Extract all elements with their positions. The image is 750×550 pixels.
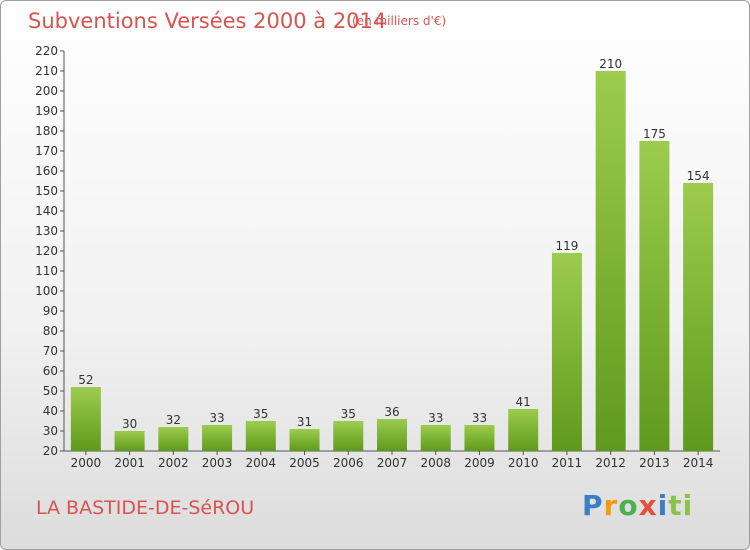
bar (114, 431, 145, 451)
brand-letter: P (582, 489, 604, 522)
bar (245, 421, 276, 451)
y-tick-label: 130 (35, 224, 58, 238)
data-label: 119 (555, 239, 578, 253)
x-tick-label: 2006 (333, 456, 364, 470)
y-tick-label: 20 (43, 444, 58, 458)
data-label: 41 (516, 395, 531, 409)
bar (464, 425, 495, 451)
y-tick-label: 40 (43, 404, 58, 418)
data-label: 32 (166, 413, 181, 427)
x-tick-label: 2002 (158, 456, 189, 470)
x-tick-label: 2010 (508, 456, 539, 470)
bar (595, 71, 626, 451)
brand-letter: x (638, 489, 658, 522)
chart-subtitle: (en milliers d'€) (352, 14, 447, 28)
y-tick-label: 200 (35, 84, 58, 98)
y-tick-label: 90 (43, 304, 58, 318)
x-tick-label: 2013 (639, 456, 670, 470)
y-tick-label: 150 (35, 184, 58, 198)
y-tick-label: 30 (43, 424, 58, 438)
bar (551, 253, 582, 451)
bar (377, 419, 407, 451)
data-label: 154 (687, 169, 710, 183)
data-label: 52 (78, 373, 93, 387)
brand-letter: ti (668, 489, 694, 522)
x-tick-label: 2004 (246, 456, 277, 470)
brand-letter: r (603, 489, 619, 522)
brand-letter: i (657, 489, 669, 522)
y-tick-label: 140 (35, 204, 58, 218)
data-label: 31 (297, 415, 312, 429)
y-tick-label: 210 (35, 64, 58, 78)
bar (639, 141, 670, 451)
chart-axes: 20 30 40 50 60 70 80 90 100 110 120 130 140 150 160 170… (35, 44, 720, 458)
brand-logo: Proxiti (582, 489, 693, 522)
data-label: 30 (122, 417, 137, 431)
y-tick-label: 100 (35, 284, 58, 298)
bar (420, 425, 451, 451)
bar (70, 387, 101, 451)
bar (289, 429, 320, 451)
y-tick-label: 80 (43, 324, 58, 338)
data-label: 35 (341, 407, 356, 421)
x-tick-label: 2000 (71, 456, 102, 470)
data-label: 33 (428, 411, 443, 425)
x-tick-label: 2005 (289, 456, 320, 470)
data-label: 175 (643, 127, 666, 141)
bar (683, 183, 714, 451)
y-tick-label: 60 (43, 364, 58, 378)
x-tick-label: 2011 (552, 456, 583, 470)
bar (508, 409, 539, 451)
x-tick-label: 2012 (595, 456, 626, 470)
x-tick-label: 2008 (420, 456, 451, 470)
y-tick-label: 180 (35, 124, 58, 138)
y-tick-label: 120 (35, 244, 58, 258)
bar (333, 421, 364, 451)
bar (158, 427, 189, 451)
data-label: 33 (209, 411, 224, 425)
data-label: 33 (472, 411, 487, 425)
y-tick-label: 50 (43, 384, 58, 398)
y-tick-label: 110 (35, 264, 58, 278)
x-tick-label: 2014 (683, 456, 714, 470)
data-label: 35 (253, 407, 268, 421)
data-label: 210 (599, 57, 622, 71)
location-label: LA BASTIDE-DE-SéROU (36, 497, 255, 519)
x-tick-label: 2009 (464, 456, 495, 470)
y-tick-label: 170 (35, 144, 58, 158)
chart-title: Subventions Versées 2000 à 2014 (28, 9, 387, 33)
y-tick-label: 160 (35, 164, 58, 178)
bar (202, 425, 233, 451)
y-tick-label: 220 (35, 44, 58, 58)
x-tick-label: 2001 (114, 456, 145, 470)
chart-bars: 2000 52 2001 30 2002 32 2003 33 2004 35 2005 31 2006… (71, 57, 714, 470)
x-tick-label: 2007 (377, 456, 408, 470)
x-tick-label: 2003 (202, 456, 233, 470)
brand-letter: o (618, 489, 639, 522)
y-tick-label: 190 (35, 104, 58, 118)
y-tick-label: 70 (43, 344, 58, 358)
data-label: 36 (384, 405, 399, 419)
